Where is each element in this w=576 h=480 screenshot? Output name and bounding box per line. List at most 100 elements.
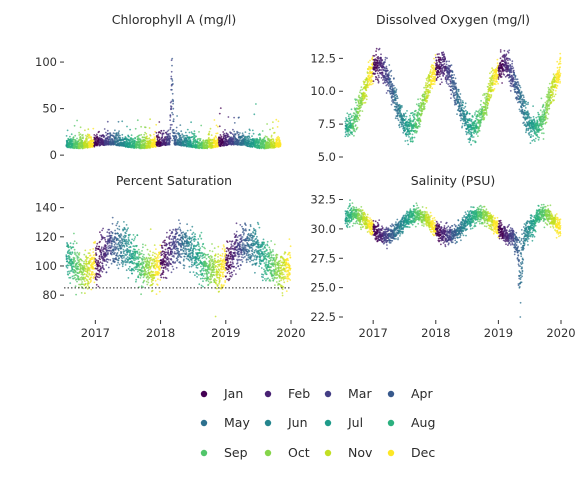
data-point [90, 136, 93, 139]
data-point [233, 116, 236, 119]
data-point [215, 124, 218, 127]
data-point [170, 70, 173, 73]
data-point [437, 73, 440, 76]
data-point [155, 145, 157, 148]
data-point [251, 129, 254, 132]
data-point [485, 109, 488, 112]
data-point [478, 127, 480, 130]
data-point [396, 114, 399, 117]
data-point [155, 131, 158, 134]
data-point [378, 47, 381, 50]
data-point [409, 137, 412, 140]
data-point [451, 74, 453, 77]
data-point [457, 88, 460, 91]
data-point [170, 75, 173, 78]
data-point [161, 135, 164, 137]
data-point [433, 61, 436, 64]
data-point [82, 134, 84, 136]
data-point [271, 127, 274, 130]
data-point [429, 90, 431, 92]
data-point [375, 78, 377, 81]
data-point [70, 133, 73, 136]
data-point [447, 78, 449, 81]
data-point [171, 139, 174, 142]
data-point [470, 118, 473, 121]
data-point [388, 74, 390, 77]
data-point [193, 132, 196, 135]
data-point [440, 62, 442, 64]
data-point [486, 114, 488, 116]
data-point [357, 116, 359, 119]
data-point [357, 111, 360, 114]
y-tick-label: 50 [42, 102, 57, 116]
data-point [105, 134, 108, 137]
data-point [219, 107, 222, 109]
data-point [216, 132, 219, 135]
data-point [412, 127, 415, 130]
data-point [103, 135, 106, 138]
data-point [139, 138, 142, 141]
data-point [381, 72, 384, 75]
data-point [82, 137, 84, 140]
data-point [441, 81, 443, 84]
data-point [130, 134, 133, 137]
data-point [171, 78, 174, 80]
data-point [427, 94, 430, 97]
data-point [442, 75, 445, 77]
data-point [418, 117, 421, 120]
data-point [119, 134, 121, 137]
data-point [352, 125, 355, 128]
data-point [149, 118, 152, 121]
data-point [81, 139, 84, 142]
data-point [437, 76, 439, 78]
data-point [199, 138, 202, 140]
data-point [169, 124, 172, 126]
data-point [79, 133, 82, 136]
data-point [474, 114, 476, 116]
data-point [233, 130, 236, 133]
data-point [172, 83, 174, 85]
data-point [109, 132, 112, 135]
data-point [479, 125, 482, 127]
data-point [490, 71, 493, 73]
data-point [425, 92, 428, 95]
data-point [429, 91, 431, 94]
data-point [217, 125, 219, 128]
data-point [403, 115, 406, 118]
data-point [447, 83, 450, 86]
data-point [395, 88, 398, 91]
data-point [350, 108, 353, 111]
data-point [215, 136, 218, 139]
data-point [344, 120, 347, 123]
data-point [384, 81, 386, 84]
data-point [390, 69, 393, 72]
data-point [361, 103, 364, 106]
y-tick-label: 12.5 [310, 51, 336, 65]
data-point [425, 84, 427, 86]
data-point [218, 125, 221, 128]
data-point [412, 140, 414, 143]
data-point [386, 57, 388, 60]
data-point [499, 51, 502, 53]
data-point [367, 61, 370, 64]
data-point [427, 85, 429, 88]
data-point [266, 123, 268, 125]
data-point [443, 63, 446, 65]
data-point [419, 123, 421, 126]
data-point [169, 128, 172, 131]
data-point [218, 112, 221, 115]
data-point [426, 79, 428, 82]
data-point [435, 56, 437, 59]
data-point [433, 83, 436, 85]
data-point [239, 139, 242, 142]
data-point [222, 131, 225, 133]
data-point [210, 134, 213, 137]
data-point [419, 98, 422, 100]
data-point [169, 137, 172, 140]
data-point [213, 119, 216, 121]
data-point [153, 136, 156, 139]
data-point [168, 143, 171, 146]
data-point [435, 68, 437, 71]
data-point [459, 93, 462, 95]
data-point [156, 138, 159, 140]
